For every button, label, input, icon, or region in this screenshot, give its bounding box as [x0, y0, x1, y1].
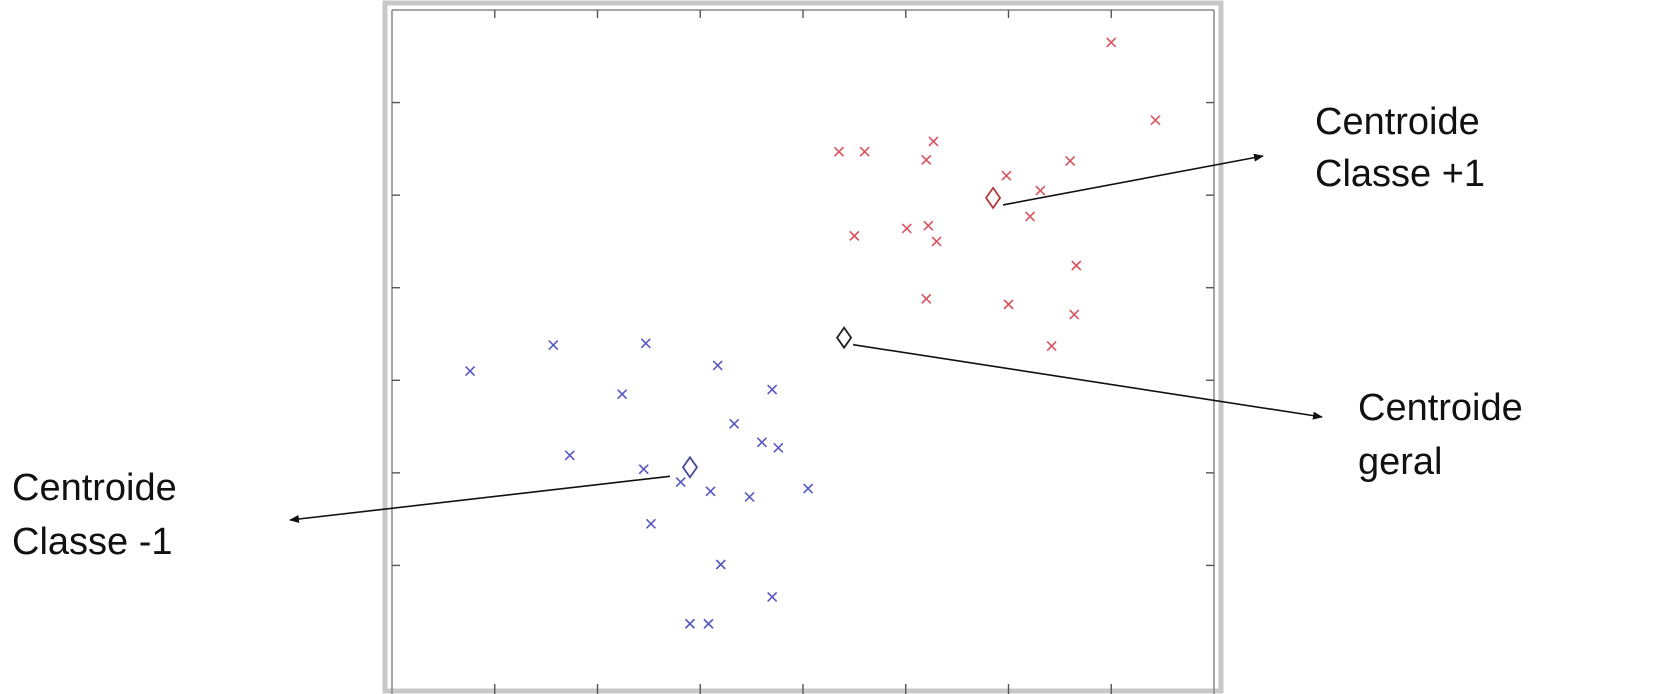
centroid-pos-label-line1: Centroide [1315, 101, 1480, 143]
data-point-neg [712, 360, 723, 371]
data-point-pos [833, 146, 845, 157]
x-marker-stroke [1071, 260, 1082, 271]
data-point-neg [767, 591, 778, 602]
annotation-arrows [289, 153, 1323, 523]
x-marker-stroke [1035, 185, 1046, 196]
data-point-neg [729, 418, 740, 429]
x-marker-stroke [901, 223, 912, 234]
data-point-neg [705, 486, 716, 497]
x-marker-stroke [1069, 309, 1080, 320]
x-marker-stroke [645, 518, 656, 529]
x-marker-stroke [703, 618, 714, 629]
data-point-neg [684, 618, 696, 629]
centroid-general-marker [836, 326, 853, 350]
x-marker-stroke [1150, 115, 1161, 126]
arrow-general [852, 343, 1323, 420]
x-marker-stroke [756, 437, 767, 448]
x-marker-stroke [1106, 37, 1117, 48]
data-point-neg [465, 365, 476, 377]
x-marker-stroke [1003, 299, 1014, 310]
data-point-pos [921, 154, 932, 166]
x-marker-stroke [564, 450, 575, 461]
centroid-pos-label-line2: Classe +1 [1315, 153, 1485, 195]
centroid-neg-label-line1: Centroide [12, 467, 177, 509]
centroid-markers [681, 186, 1002, 479]
data-point-pos [1046, 340, 1057, 352]
data-point-pos [928, 136, 939, 147]
data-point-neg [803, 483, 814, 494]
x-marker-stroke [1046, 340, 1057, 352]
data-point-neg [638, 464, 649, 475]
x-marker-stroke [923, 220, 934, 231]
x-marker-stroke [675, 477, 686, 488]
centroid-neg-marker [681, 455, 699, 479]
x-marker-stroke [548, 340, 559, 351]
x-marker-stroke [1065, 155, 1076, 166]
data-point-neg [744, 491, 755, 502]
data-point-pos [859, 146, 870, 157]
axis-ticks [392, 10, 1214, 694]
data-point-pos [1001, 170, 1012, 181]
frame-shadow [382, 0, 1224, 694]
data-point-neg [703, 618, 714, 629]
data-point-neg [645, 518, 656, 529]
data-point-neg [617, 389, 628, 400]
arrow-neg [289, 475, 671, 523]
data-point-pos [849, 230, 860, 241]
data-point-pos [923, 220, 934, 231]
centroid-neg-label-line2: Classe -1 [12, 521, 173, 563]
data-point-neg [773, 442, 784, 453]
x-marker-stroke [705, 486, 716, 497]
data-point-pos [1071, 260, 1082, 271]
centroid-general-label-line2: geral [1358, 441, 1443, 483]
data-point-neg [715, 559, 726, 570]
x-marker-stroke [744, 491, 755, 502]
data-point-pos [1035, 185, 1046, 196]
x-marker-stroke [729, 418, 740, 429]
x-marker-stroke [1025, 211, 1036, 222]
x-marker-stroke [921, 293, 932, 304]
x-marker-stroke [712, 360, 723, 371]
x-marker-stroke [773, 442, 784, 453]
data-point-pos [1106, 37, 1117, 48]
x-marker-stroke [465, 365, 476, 377]
x-marker-stroke [640, 338, 651, 349]
x-marker-stroke [638, 464, 649, 475]
x-marker-stroke [1001, 170, 1012, 181]
x-marker-stroke [931, 236, 942, 247]
data-point-pos [1150, 115, 1161, 126]
x-marker-stroke [803, 483, 814, 494]
arrow-pos [1002, 153, 1264, 206]
data-point-pos [1003, 299, 1014, 310]
data-point-neg [767, 384, 778, 395]
x-marker-stroke [617, 389, 628, 400]
data-point-pos [1069, 309, 1080, 320]
centroid-general-label-line1: Centroide [1358, 387, 1523, 429]
x-marker-stroke [684, 618, 696, 629]
data-points [465, 37, 1161, 629]
x-marker-stroke [767, 384, 778, 395]
centroid-pos-marker [984, 186, 1002, 210]
data-point-neg [548, 340, 559, 351]
x-marker-stroke [859, 146, 870, 157]
data-point-neg [756, 437, 767, 448]
data-point-neg [564, 450, 575, 461]
data-point-pos [901, 223, 912, 234]
data-point-neg [675, 477, 686, 488]
x-marker-stroke [849, 230, 860, 241]
x-marker-stroke [767, 591, 778, 602]
data-point-pos [1025, 211, 1036, 222]
x-marker-stroke [928, 136, 939, 147]
x-marker-stroke [921, 154, 932, 166]
x-marker-stroke [833, 146, 845, 157]
data-point-pos [921, 293, 932, 304]
data-point-neg [640, 338, 651, 349]
data-point-pos [1065, 155, 1076, 166]
x-marker-stroke [715, 559, 726, 570]
plot-frame [382, 0, 1224, 694]
data-point-pos [931, 236, 942, 247]
